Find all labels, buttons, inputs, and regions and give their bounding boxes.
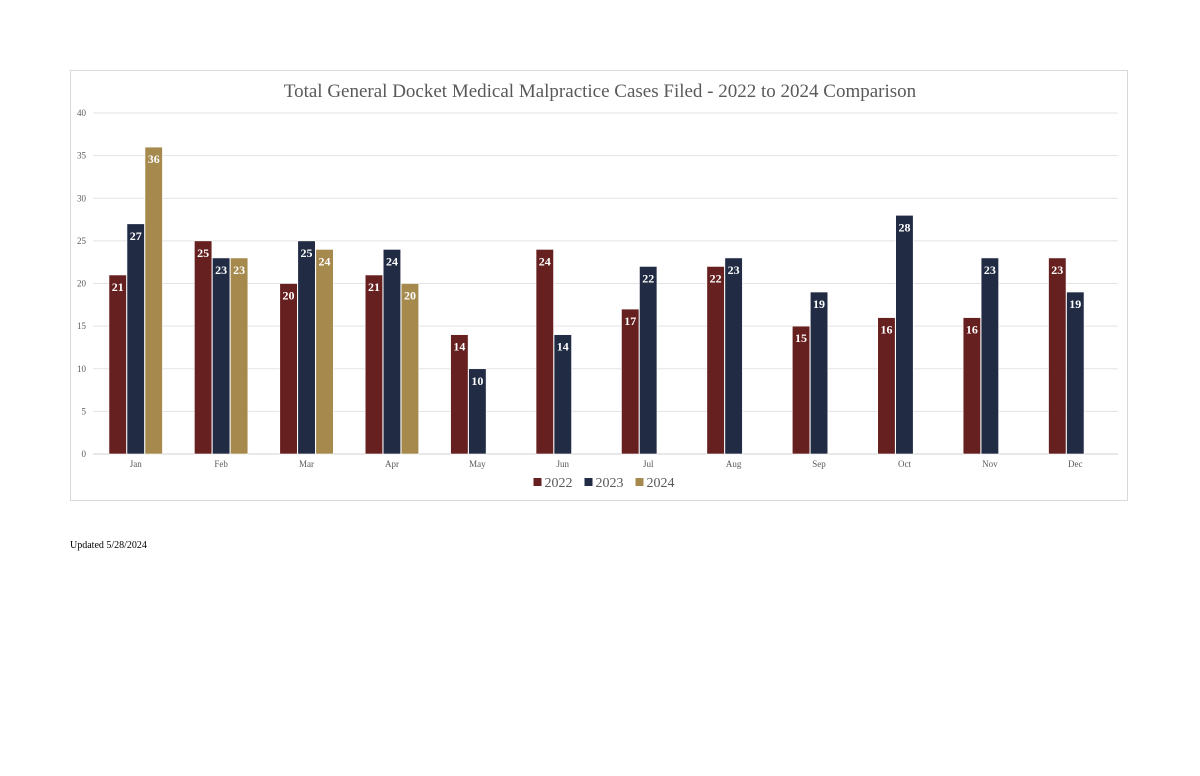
bar-2024-mar — [315, 249, 334, 455]
data-label: 17 — [624, 314, 636, 328]
bar-2022-jan — [108, 274, 127, 455]
bar-2023-apr — [382, 249, 402, 455]
legend-swatch-2023 — [584, 478, 593, 486]
data-label: 19 — [1069, 297, 1081, 311]
x-tick-label: Oct — [898, 459, 911, 469]
legend-label-2024: 2024 — [647, 476, 675, 491]
data-label: 28 — [898, 220, 910, 234]
data-label: 21 — [112, 280, 124, 294]
bar-2022-oct — [877, 317, 896, 455]
x-tick-label: May — [469, 459, 486, 469]
data-label: 24 — [539, 254, 551, 268]
y-tick-label: 35 — [77, 151, 87, 161]
bar-2022-sep — [791, 325, 811, 455]
data-label: 14 — [557, 340, 569, 354]
x-tick-label: Aug — [726, 459, 742, 469]
bar-2023-dec — [1066, 291, 1085, 455]
data-label: 27 — [130, 229, 142, 243]
legend-label-2023: 2023 — [596, 476, 624, 491]
bar-2022-jul — [621, 308, 640, 455]
x-tick-label: Mar — [299, 459, 314, 469]
bar-2023-mar — [297, 240, 316, 455]
bar-2023-sep — [809, 291, 829, 455]
data-label: 22 — [642, 271, 654, 285]
data-label: 16 — [966, 323, 978, 337]
updated-note: Updated 5/28/2024 — [70, 540, 147, 551]
x-tick-label: Dec — [1068, 459, 1083, 469]
y-tick-label: 40 — [77, 108, 87, 118]
bar-2023-nov — [980, 257, 999, 455]
bar-2022-dec — [1048, 257, 1067, 455]
bar-2022-aug — [706, 266, 725, 455]
bar-2023-oct — [895, 215, 914, 455]
bar-2022-apr — [364, 274, 384, 455]
y-tick-label: 15 — [77, 321, 87, 331]
x-tick-label: Nov — [982, 459, 998, 469]
data-label: 23 — [215, 263, 227, 277]
data-label: 22 — [710, 271, 722, 285]
data-label: 24 — [386, 254, 398, 268]
y-tick-label: 25 — [77, 236, 87, 246]
bar-2023-jul — [639, 266, 658, 455]
chart-panel: Total General Docket Medical Malpractice… — [70, 70, 1128, 501]
data-label: 19 — [813, 297, 825, 311]
data-label: 10 — [471, 374, 483, 388]
data-label: 21 — [368, 280, 380, 294]
data-label: 24 — [319, 254, 331, 268]
x-tick-label: Feb — [214, 459, 228, 469]
legend-swatch-2022 — [533, 478, 542, 486]
data-label: 36 — [148, 152, 160, 166]
bar-2023-aug — [724, 257, 743, 455]
legend-label-2022: 2022 — [545, 476, 573, 491]
data-label: 15 — [795, 331, 807, 345]
x-tick-label: Jan — [130, 459, 142, 469]
bar-2022-may — [450, 334, 469, 455]
data-label: 14 — [453, 340, 465, 354]
bar-2023-may — [468, 368, 487, 455]
data-label: 25 — [301, 246, 313, 260]
bar-2023-feb — [212, 257, 231, 455]
data-label: 20 — [283, 289, 295, 303]
data-label: 20 — [404, 289, 416, 303]
x-tick-label: Jun — [557, 459, 570, 469]
bar-chart: Total General Docket Medical Malpractice… — [77, 81, 1118, 491]
legend-swatch-2024 — [635, 478, 644, 486]
bar-2024-jan — [144, 146, 163, 455]
data-label: 23 — [1051, 263, 1063, 277]
y-tick-label: 0 — [82, 449, 87, 459]
bar-2023-jun — [553, 334, 572, 455]
y-tick-label: 5 — [82, 406, 87, 416]
data-label: 23 — [984, 263, 996, 277]
x-tick-label: Jul — [643, 459, 654, 469]
bar-2024-feb — [230, 257, 249, 455]
x-tick-label: Sep — [812, 459, 826, 469]
y-tick-label: 30 — [77, 193, 87, 203]
bar-2022-nov — [962, 317, 981, 455]
bar-2023-jan — [126, 223, 145, 455]
bar-2022-jun — [535, 249, 554, 455]
y-tick-label: 20 — [77, 279, 87, 289]
data-label: 25 — [197, 246, 209, 260]
bar-2022-feb — [194, 240, 213, 455]
data-label: 23 — [728, 263, 740, 277]
x-tick-label: Apr — [385, 459, 399, 469]
bar-2022-mar — [279, 283, 298, 455]
y-tick-label: 10 — [77, 364, 87, 374]
data-label: 16 — [880, 323, 892, 337]
data-label: 23 — [233, 263, 245, 277]
chart-title: Total General Docket Medical Malpractice… — [284, 81, 917, 102]
bar-2024-apr — [400, 283, 420, 455]
